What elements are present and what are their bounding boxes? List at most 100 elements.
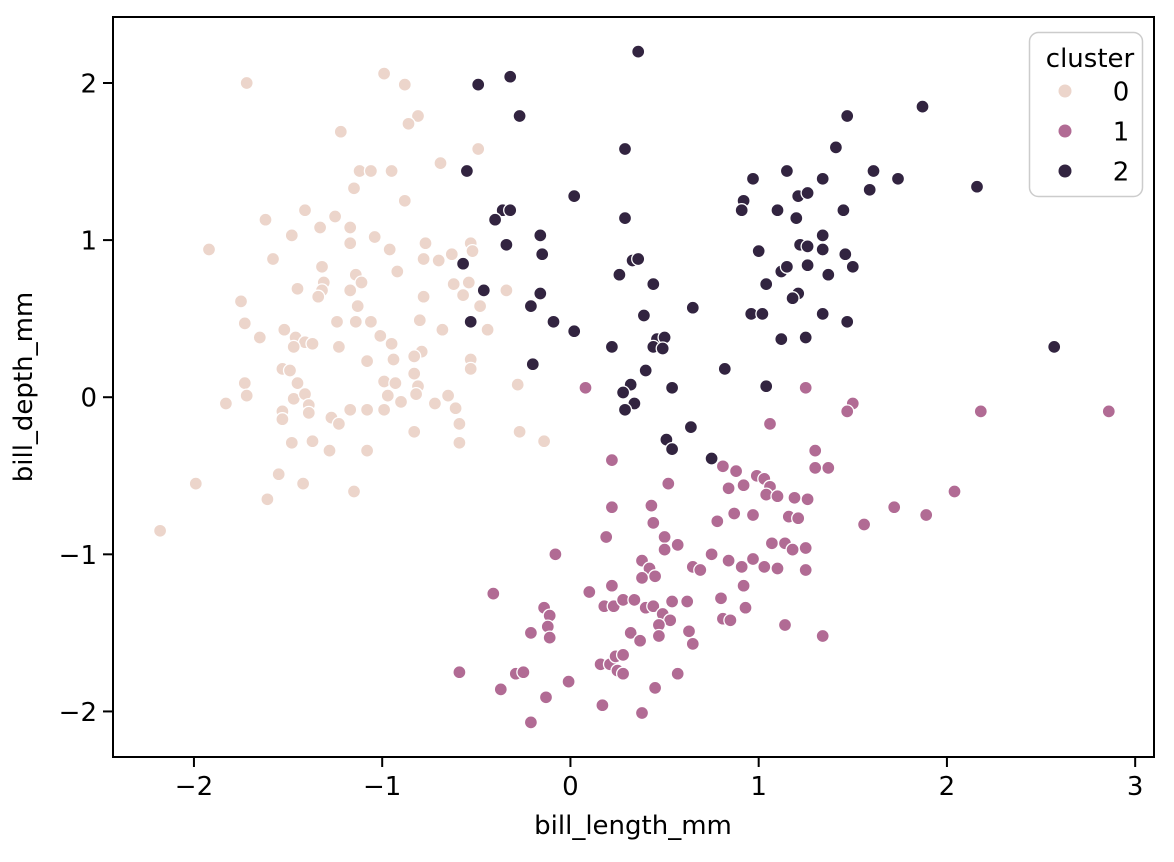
scatter-point-cluster-0 [233,294,249,309]
scatter-point-cluster-2 [774,331,789,347]
scatter-point-cluster-0 [239,388,254,403]
scatter-point-cluster-1 [808,443,823,458]
scatter-point-cluster-1 [486,586,501,601]
scatter-point-cluster-1 [710,514,725,529]
scatter-point-cluster-2 [523,298,539,314]
scatter-point-cluster-2 [636,308,652,323]
scatter-point-cluster-2 [546,314,561,329]
scatter-point-cluster-2 [617,210,633,226]
scatter-point-cluster-0 [384,336,399,351]
scatter-point-cluster-0 [435,322,450,337]
scatter-point-cluster-1 [815,628,830,644]
y-tick-label: 1 [80,227,97,257]
scatter-point-cluster-0 [363,314,379,329]
scatter-point-cluster-0 [376,402,392,417]
scatter-point-cluster-1 [787,490,802,505]
scatter-point-cluster-1 [745,507,761,523]
scatter-point-cluster-2 [487,212,503,227]
scatter-points [152,44,1116,730]
y-tick-label: 0 [80,384,97,414]
scatter-point-cluster-0 [452,416,467,432]
scatter-point-cluster-0 [282,363,298,378]
scatter-point-cluster-2 [476,283,491,298]
scatter-point-cluster-1 [680,594,695,609]
scatter-point-cluster-0 [512,424,527,439]
y-axis-label: bill_depth_mm [9,292,39,483]
scatter-point-cluster-2 [789,210,804,226]
scatter-point-cluster-2 [664,380,680,395]
scatter-point-cluster-0 [410,108,426,124]
scatter-point-cluster-0 [461,275,476,290]
scatter-point-cluster-0 [499,283,514,298]
scatter-point-cluster-1 [800,492,815,507]
scatter-point-cluster-1 [523,625,539,641]
scatter-point-cluster-0 [359,402,375,417]
scatter-point-cluster-2 [499,237,514,252]
scatter-point-cluster-2 [646,276,661,292]
legend: cluster 0 1 2 [1028,31,1144,198]
scatter-point-cluster-2 [535,247,550,262]
scatter-point-cluster-1 [664,594,680,609]
scatter-point-cluster-1 [452,665,467,680]
scatter-point-cluster-2 [533,228,548,243]
scatter-point-cluster-1 [856,517,872,532]
scatter-point-cluster-0 [384,163,399,179]
scatter-point-cluster-2 [838,247,853,262]
scatter-point-cluster-1 [736,578,751,593]
scatter-point-cluster-0 [510,377,525,392]
scatter-point-cluster-1 [757,559,772,575]
scatter-point-cluster-1 [821,460,836,476]
scatter-point-cluster-0 [329,314,345,329]
scatter-point-cluster-1 [657,542,672,557]
scatter-point-cluster-2 [815,242,830,257]
scatter-point-cluster-1 [661,476,676,491]
scatter-point-cluster-2 [463,314,478,329]
scatter-point-cluster-0 [188,476,203,491]
scatter-point-cluster-2 [567,188,582,204]
scatter-point-cluster-0 [346,484,362,499]
scatter-point-cluster-0 [343,283,358,298]
scatter-point-cluster-2 [862,182,877,197]
scatter-point-cluster-0 [448,401,463,416]
scatter-point-cluster-1 [604,500,620,515]
scatter-point-cluster-1 [764,536,780,551]
scatter-point-cluster-1 [516,665,531,680]
scatter-point-cluster-0 [350,298,365,314]
scatter-point-cluster-0 [301,405,316,421]
scatter-point-cluster-2 [840,108,855,124]
scatter-point-cluster-1 [647,680,663,696]
scatter-point-cluster-1 [632,633,648,648]
legend-label-1: 1 [1113,118,1130,148]
scatter-point-cluster-2 [779,163,795,179]
scatter-point-cluster-2 [770,203,785,218]
scatter-point-cluster-2 [866,163,881,179]
scatter-point-cluster-1 [715,459,731,474]
scatter-point-cluster-1 [734,559,749,575]
scatter-point-cluster-0 [408,386,424,402]
scatter-point-cluster-2 [631,251,646,267]
scatter-point-cluster-2 [821,267,836,282]
scatter-point-cluster-0 [311,289,326,304]
legend-marker-2 [1058,164,1072,178]
scatter-point-cluster-0 [237,316,252,331]
scatter-point-cluster-2 [704,451,719,466]
scatter-point-cluster-1 [604,578,620,593]
scatter-point-cluster-0 [431,253,446,268]
scatter-point-cluster-0 [536,434,552,449]
scatter-point-cluster-1 [721,553,736,568]
scatter-point-cluster-2 [512,108,527,124]
scatter-point-cluster-2 [638,363,653,378]
scatter-point-cluster-0 [346,181,362,196]
scatter-point-cluster-2 [717,361,732,377]
scatter-point-cluster-0 [373,328,388,344]
scatter-point-cluster-1 [538,690,554,705]
scatter-point-cluster-1 [713,591,729,606]
scatter-point-cluster-1 [727,506,742,521]
scatter-point-cluster-1 [523,715,539,730]
scatter-point-cluster-0 [239,75,254,91]
legend-label-0: 0 [1113,78,1130,108]
scatter-point-cluster-2 [459,163,475,179]
scatter-point-cluster-0 [201,242,217,257]
scatter-point-cluster-1 [647,569,663,584]
